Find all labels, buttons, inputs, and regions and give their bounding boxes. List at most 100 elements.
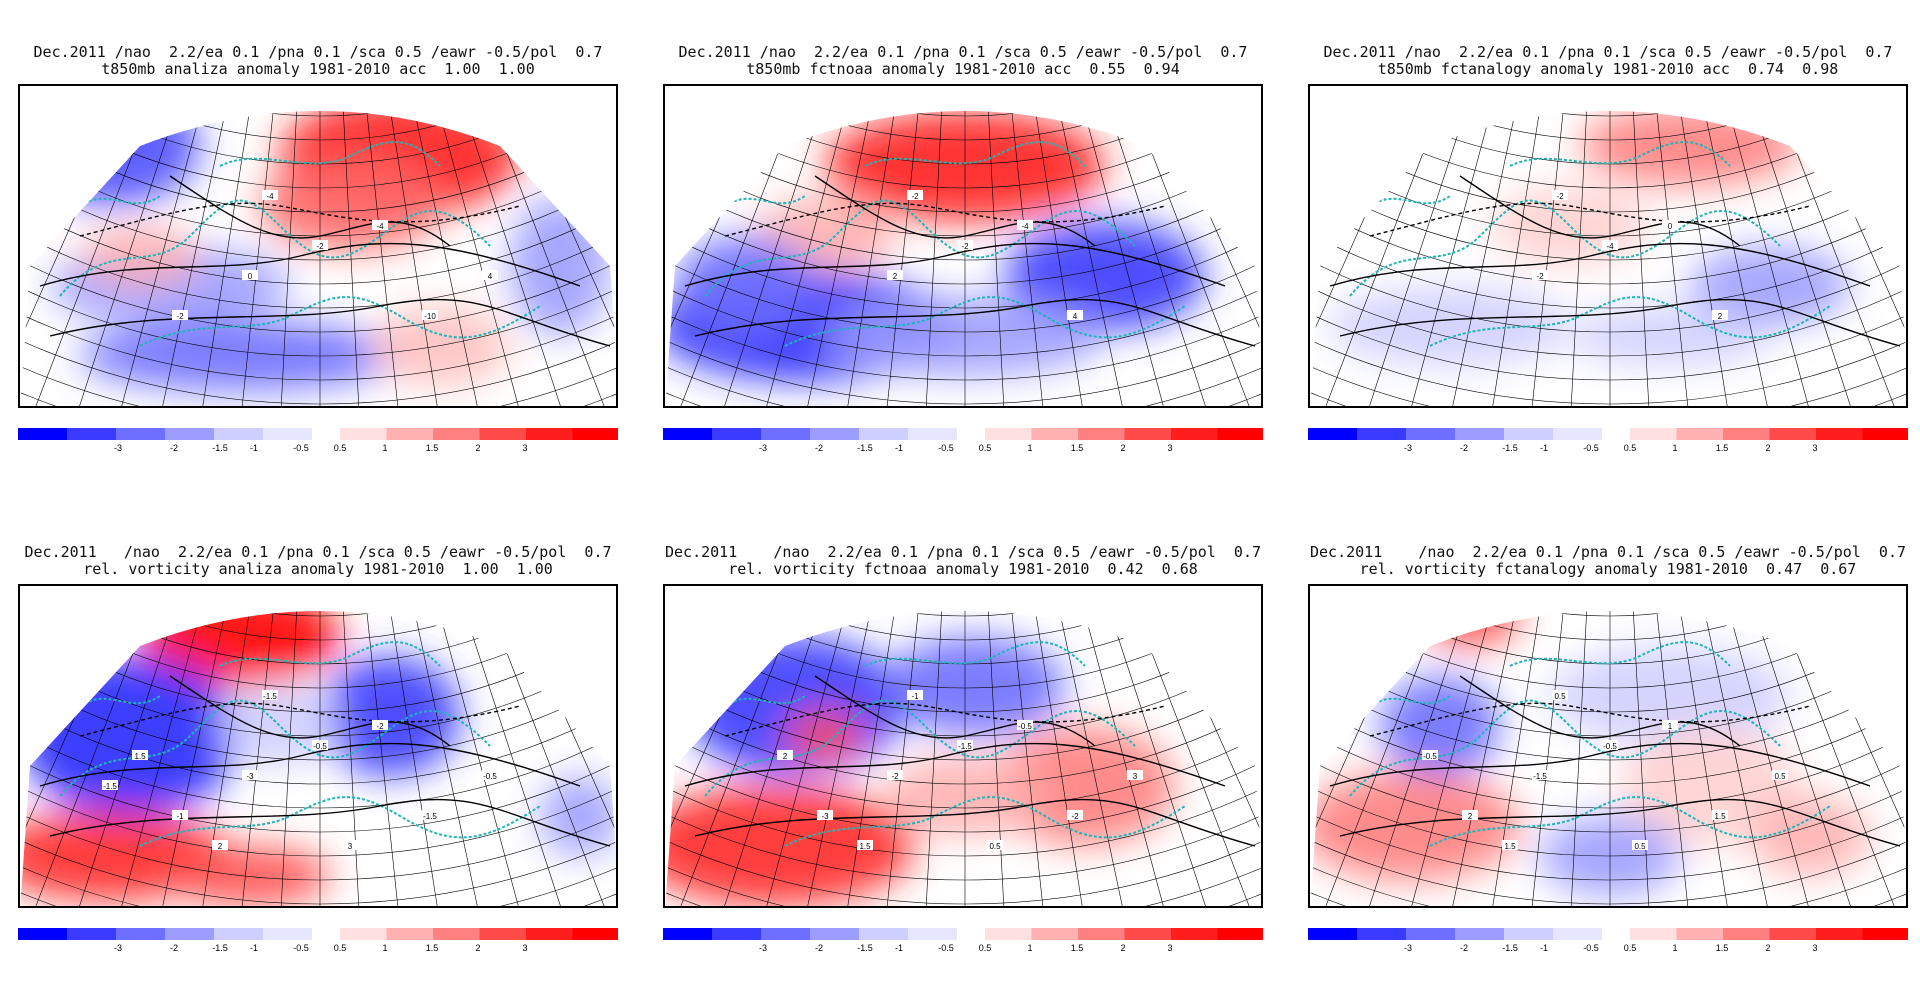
colorbar-tick-label: 2 (1765, 943, 1771, 953)
meridian-line (1566, 611, 1588, 906)
contour-label: 1 (1668, 722, 1673, 731)
contour-label: -2 (891, 772, 899, 781)
coastline-segment (1509, 641, 1731, 667)
contour-label: 3 (1133, 772, 1138, 781)
colorbar-swatch (116, 928, 165, 940)
panel-vorticity-fctanalogy: Dec.2011 /nao 2.2/ea 0.1 /pna 0.1 /sca 0… (1298, 544, 1918, 964)
contour-label: -3 (246, 772, 254, 781)
contour-label: -2 (316, 242, 324, 251)
contour-label-bg (1067, 810, 1083, 820)
parallel-line (1310, 611, 1906, 617)
meridian-line (1259, 111, 1261, 276)
colorbar-tick-label: 1 (382, 443, 388, 453)
meridian-line (836, 611, 897, 906)
anomaly-area (995, 726, 1175, 846)
parallel-line (665, 142, 1261, 309)
parallel-line (1310, 125, 1906, 285)
contour-label: -1.5 (263, 692, 277, 701)
contour-line (39, 242, 581, 287)
meridian-line (388, 111, 449, 406)
colorbar-swatch (1769, 928, 1816, 940)
colorbar-swatch (1723, 428, 1770, 440)
meridian-line (1566, 111, 1588, 406)
contour-line (49, 298, 611, 347)
colorbar-tick-label: -1 (1539, 443, 1549, 453)
contour-label: 2 (1468, 812, 1473, 821)
meridian-line (276, 611, 298, 906)
colorbar-tick-label: -2 (1459, 443, 1469, 453)
colorbar-tick-label: 3 (1167, 443, 1173, 453)
contour-label: -0.5 (313, 742, 327, 751)
contour-label-bg (242, 270, 258, 280)
colorbar-swatch (386, 928, 433, 940)
parallel-line (665, 111, 1261, 141)
meridian-line (276, 111, 298, 406)
contour-label: -4 (1606, 242, 1614, 251)
colorbar-swatch (1504, 928, 1553, 940)
colorbar-tick-label: -1 (249, 443, 259, 453)
parallel-line (665, 111, 1261, 117)
contour-line (49, 798, 611, 847)
contour-label: -1 (911, 692, 919, 701)
meridian-line (233, 111, 275, 406)
contour-label: -10 (424, 312, 436, 321)
colorbar-tick-label: -1.5 (1502, 443, 1518, 453)
meridian-line (1655, 611, 1697, 906)
colorbar-tick-label: -0.5 (293, 443, 309, 453)
coastline-segment (59, 199, 491, 297)
contour-label-bg (887, 770, 903, 780)
colorbar-swatches (1308, 928, 1908, 940)
meridian-line (665, 111, 671, 276)
parallel-line (20, 714, 616, 905)
anomaly-area (1580, 111, 1800, 186)
colorbar-tick-label: -1.5 (857, 943, 873, 953)
contour-label: -1.5 (423, 812, 437, 821)
colorbar-tick-label: 0.5 (978, 443, 992, 453)
contour-label: 2 (783, 752, 788, 761)
contour-line-dashed (1369, 702, 1811, 737)
parallel-line (20, 111, 616, 141)
anomaly-area (80, 226, 200, 286)
colorbar-swatch (1171, 428, 1218, 440)
colorbar-tick-label: 1.5 (1715, 943, 1729, 953)
colorbar-swatch (263, 928, 312, 940)
meridian-line (1010, 611, 1052, 906)
meridian-line (411, 111, 491, 406)
contour-label: -0.5 (1423, 752, 1437, 761)
colorbar-tick-label: 0.5 (333, 943, 347, 953)
parallel-line (20, 660, 616, 833)
parallel-line (20, 214, 616, 405)
colorbar-swatch (1357, 428, 1406, 440)
contour-line (814, 675, 1096, 747)
contour-label-bg (102, 780, 118, 790)
meridian-line (1397, 111, 1497, 406)
anomaly-area (260, 161, 440, 251)
colorbar-swatch (1078, 428, 1125, 440)
contour-line-dashed (1369, 202, 1811, 237)
colorbar-tick-label: 0.5 (1623, 943, 1637, 953)
meridian-line (1632, 111, 1654, 406)
colorbar-swatch (1455, 428, 1504, 440)
colorbar-swatch (1031, 428, 1078, 440)
panel-vorticity-fctnoaa: Dec.2011 /nao 2.2/ea 0.1 /pna 0.1 /sca 0… (653, 544, 1273, 964)
parallel-line (1310, 111, 1906, 117)
colorbar-swatch (810, 928, 859, 940)
anomaly-area (540, 776, 616, 856)
colorbar-swatch (1553, 928, 1602, 940)
anomaly-area (1310, 771, 1520, 881)
contour-label: -1.5 (958, 742, 972, 751)
parallel-line (665, 178, 1261, 357)
colorbar-swatch (1171, 928, 1218, 940)
parallel-line (665, 642, 1261, 809)
colorbar-swatch (908, 428, 957, 440)
colorbar-tick-label: -1 (249, 943, 259, 953)
colorbar-tick-label: -3 (1403, 943, 1413, 953)
contour-label-bg (1532, 270, 1548, 280)
panel-title-line1: Dec.2011 /nao 2.2/ea 0.1 /pna 0.1 /sca 0… (1323, 43, 1893, 61)
meridian-line (1701, 111, 1781, 406)
meridian-line (752, 111, 852, 406)
contour-label: 0.5 (989, 842, 1001, 851)
meridian-line (878, 111, 920, 406)
meridian-line (665, 611, 671, 776)
panel-title-line2: rel. vorticity analiza anomaly 1981-2010… (83, 560, 553, 578)
